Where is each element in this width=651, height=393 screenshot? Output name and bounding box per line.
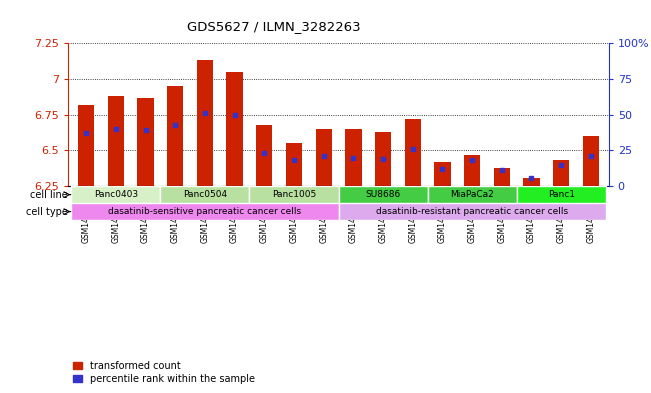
Bar	[553, 160, 570, 186]
Bar	[72, 203, 339, 220]
Bar	[197, 61, 213, 186]
Bar	[107, 96, 124, 186]
Legend: transformed count, percentile rank within the sample: transformed count, percentile rank withi…	[73, 361, 255, 384]
Bar	[137, 97, 154, 186]
Bar	[256, 125, 273, 186]
Text: dasatinib-sensitive pancreatic cancer cells: dasatinib-sensitive pancreatic cancer ce…	[108, 207, 301, 216]
Bar	[286, 143, 302, 186]
Bar	[375, 132, 391, 186]
Bar	[227, 72, 243, 186]
Bar	[464, 155, 480, 186]
Bar	[493, 167, 510, 186]
Bar	[72, 186, 160, 203]
Text: GDS5627 / ILMN_3282263: GDS5627 / ILMN_3282263	[187, 20, 360, 33]
Text: Panc1: Panc1	[547, 190, 575, 199]
Bar	[517, 186, 605, 203]
Bar	[339, 186, 428, 203]
Bar	[345, 129, 361, 186]
Text: Panc0403: Panc0403	[94, 190, 138, 199]
Bar	[78, 105, 94, 186]
Bar	[249, 186, 339, 203]
Text: dasatinib-resistant pancreatic cancer cells: dasatinib-resistant pancreatic cancer ce…	[376, 207, 568, 216]
Bar	[434, 162, 450, 186]
Text: Panc0504: Panc0504	[183, 190, 227, 199]
Bar	[316, 129, 332, 186]
Bar	[160, 186, 249, 203]
Text: cell type: cell type	[26, 207, 68, 217]
Text: Panc1005: Panc1005	[272, 190, 316, 199]
Text: cell line: cell line	[30, 190, 68, 200]
Bar	[523, 178, 540, 186]
Bar	[167, 86, 184, 186]
Bar	[404, 119, 421, 186]
Text: SU8686: SU8686	[365, 190, 400, 199]
Bar	[339, 203, 605, 220]
Text: MiaPaCa2: MiaPaCa2	[450, 190, 494, 199]
Bar	[583, 136, 599, 186]
Bar	[428, 186, 517, 203]
